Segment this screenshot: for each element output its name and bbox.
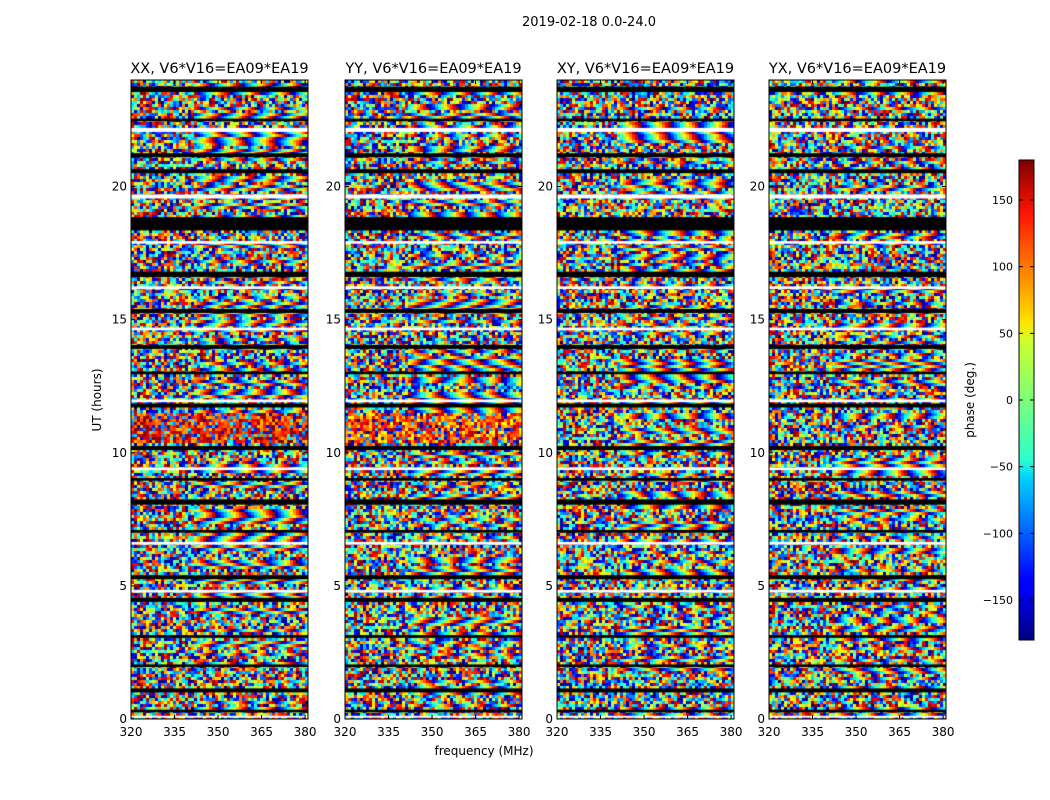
figure-title: 2019-02-18 0.0-24.0 bbox=[522, 15, 656, 30]
colorbar-tick-label: −150 bbox=[983, 594, 1013, 607]
colorbar-tick-label: 100 bbox=[992, 261, 1013, 274]
panel-frame bbox=[344, 79, 523, 720]
y-tick-label: 10 bbox=[112, 446, 127, 460]
y-tick-label: 10 bbox=[326, 446, 341, 460]
y-tick-label: 20 bbox=[326, 180, 341, 194]
colorbar-tick-label: −50 bbox=[990, 461, 1013, 474]
panel-frame bbox=[130, 79, 309, 720]
x-tick-label: 365 bbox=[250, 725, 273, 739]
y-tick-label: 5 bbox=[119, 579, 127, 593]
x-tick-label: 350 bbox=[845, 725, 868, 739]
y-tick-label: 0 bbox=[333, 712, 341, 726]
panel-title: YY, V6*V16=EA09*EA19 bbox=[344, 61, 521, 77]
x-tick-label: 320 bbox=[120, 725, 143, 739]
x-tick-label: 320 bbox=[334, 725, 357, 739]
x-tick-label: 380 bbox=[508, 725, 531, 739]
panel-title: XY, V6*V16=EA09*EA19 bbox=[557, 61, 734, 77]
x-tick-label: 335 bbox=[589, 725, 612, 739]
panels: XX, V6*V16=EA09*EA19 320 335 350 365 380 0 5 10 1… bbox=[112, 61, 955, 739]
y-tick-label: 15 bbox=[538, 313, 553, 327]
y-tick-label: 0 bbox=[119, 712, 127, 726]
colorbar-tick-label: 150 bbox=[992, 194, 1013, 207]
y-tick-label: 5 bbox=[545, 579, 553, 593]
x-tick-label: 365 bbox=[464, 725, 487, 739]
y-tick-label: 20 bbox=[750, 180, 765, 194]
colorbar-tick-label: −100 bbox=[983, 527, 1013, 540]
x-tick-label: 320 bbox=[546, 725, 569, 739]
x-tick-label: 350 bbox=[207, 725, 230, 739]
y-tick-label: 5 bbox=[757, 579, 765, 593]
colorbar: 150 100 50 0 −50 −100 −150 bbox=[983, 159, 1035, 641]
y-tick-label: 5 bbox=[333, 579, 341, 593]
x-tick-label: 365 bbox=[676, 725, 699, 739]
panel-frame bbox=[768, 79, 947, 720]
panel-xx: XX, V6*V16=EA09*EA19 320 335 350 365 380 0 5 10 1… bbox=[112, 61, 317, 739]
heatmap-yy bbox=[345, 80, 522, 719]
x-tick-label: 350 bbox=[421, 725, 444, 739]
panel-xy: XY, V6*V16=EA09*EA19 320 335 350 365 380 0 5 10 1… bbox=[538, 61, 743, 739]
heatmap-xy bbox=[557, 80, 734, 719]
x-tick-label: 320 bbox=[758, 725, 781, 739]
y-axis-label: UT (hours) bbox=[90, 368, 104, 431]
x-axis-label: frequency (MHz) bbox=[434, 744, 533, 758]
y-tick-label: 15 bbox=[326, 313, 341, 327]
panel-frame bbox=[556, 79, 735, 720]
x-tick-label: 380 bbox=[932, 725, 955, 739]
heatmap-xx bbox=[131, 80, 308, 719]
panel-title: XX, V6*V16=EA09*EA19 bbox=[130, 61, 308, 77]
panel-title: YX, V6*V16=EA09*EA19 bbox=[768, 61, 946, 77]
panel-yx: YX, V6*V16=EA09*EA19 320 335 350 365 380 0 5 10 1… bbox=[750, 61, 955, 739]
y-tick-label: 0 bbox=[545, 712, 553, 726]
panel-yy: YY, V6*V16=EA09*EA19 320 335 350 365 380 0 5 10 1… bbox=[326, 61, 531, 739]
y-tick-label: 20 bbox=[538, 180, 553, 194]
y-tick-label: 10 bbox=[750, 446, 765, 460]
colorbar-tick-label: 0 bbox=[1006, 394, 1013, 407]
x-tick-label: 350 bbox=[633, 725, 656, 739]
x-tick-label: 335 bbox=[163, 725, 186, 739]
colorbar-label: phase (deg.) bbox=[963, 362, 977, 438]
x-tick-label: 335 bbox=[377, 725, 400, 739]
y-tick-label: 15 bbox=[112, 313, 127, 327]
y-tick-label: 10 bbox=[538, 446, 553, 460]
x-tick-label: 365 bbox=[888, 725, 911, 739]
y-tick-label: 20 bbox=[112, 180, 127, 194]
y-tick-label: 0 bbox=[757, 712, 765, 726]
y-tick-label: 15 bbox=[750, 313, 765, 327]
x-tick-label: 335 bbox=[801, 725, 824, 739]
x-tick-label: 380 bbox=[720, 725, 743, 739]
heatmap-yx bbox=[769, 80, 946, 719]
x-tick-label: 380 bbox=[294, 725, 317, 739]
colorbar-tick-label: 50 bbox=[999, 327, 1013, 340]
